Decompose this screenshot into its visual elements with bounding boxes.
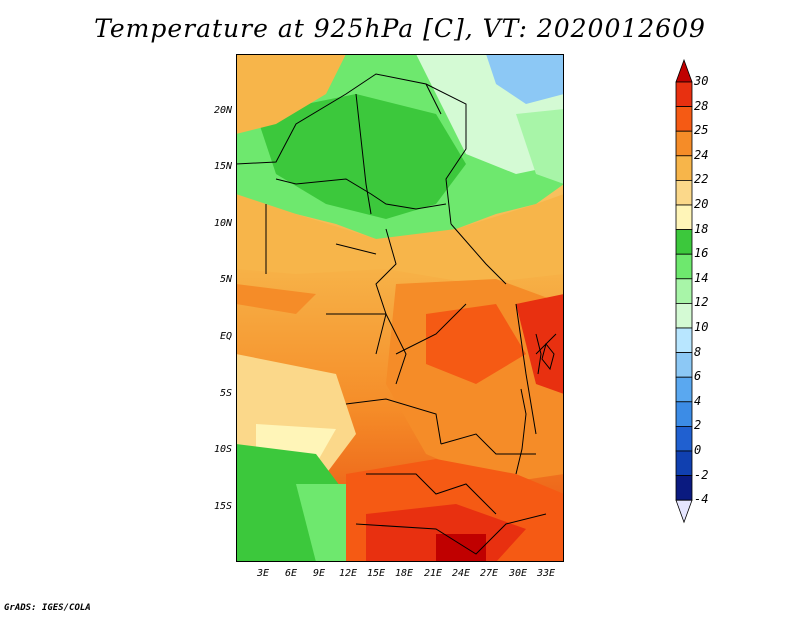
colorbar-segment [675,106,693,132]
colorbar-label: 0 [694,443,702,457]
colorbar-segment [675,401,693,427]
colorbar-label: 10 [694,320,709,334]
x-tick-label: 27E [479,568,499,579]
colorbar-segment [675,278,693,304]
y-tick-label: 10S [213,444,232,455]
colorbar-segment [675,130,693,157]
temperature-map [236,54,564,562]
colorbar [675,58,693,524]
colorbar-segment [675,499,693,524]
colorbar-label: 18 [694,221,709,236]
x-tick-label: 15E [366,568,386,579]
colorbar-segment [675,58,693,83]
colorbar-label: -4 [694,492,709,507]
colorbar-segment [675,450,693,477]
y-tick-label: 10N [213,218,232,229]
colorbar-segment [675,376,693,403]
credit-text: GrADS: IGES/COLA [4,603,91,613]
colorbar-segment [675,352,693,378]
colorbar-segment [675,475,693,501]
map-field [236,54,564,562]
colorbar-label: 14 [694,270,709,285]
x-tick-label: 9E [312,568,326,579]
colorbar-label: 16 [694,246,709,261]
y-tick-label: 15S [213,501,232,512]
y-tick-label: 5S [219,388,232,399]
colorbar-label: 22 [694,172,709,187]
x-tick-label: 33E [536,568,556,579]
colorbar-label: 20 [694,197,709,211]
colorbar-segment [675,81,693,108]
x-tick-label: 30E [508,568,528,579]
colorbar-segment [675,155,693,181]
colorbar-segment [675,327,693,354]
colorbar-label: 6 [694,369,702,384]
x-tick-label: 3E [256,568,270,579]
colorbar-segment [675,229,693,255]
y-tick-label: 15N [213,161,232,172]
colorbar-label: 8 [694,344,702,359]
colorbar-segment [675,253,693,280]
colorbar-segment [675,180,693,206]
colorbar-label: 4 [694,393,702,408]
colorbar-label: 2 [694,418,702,433]
colorbar-label: 25 [694,123,709,138]
x-tick-label: 24E [451,568,471,579]
x-tick-label: 18E [394,568,414,579]
colorbar-segment [675,302,693,329]
colorbar-label: 24 [694,147,709,162]
y-tick-label: 20N [213,105,232,116]
colorbar-segment [675,425,693,452]
colorbar-label: 30 [694,74,709,88]
colorbar-segment [675,204,693,231]
x-tick-label: 12E [338,568,358,579]
y-tick-label: 5N [219,274,232,285]
y-tick-label: EQ [219,331,232,342]
x-tick-label: 6E [284,568,298,579]
colorbar-label: -2 [694,467,709,482]
chart-title: Temperature at 925hPa [C], VT: 202001260… [94,14,706,43]
colorbar-label: 28 [694,98,709,113]
colorbar-label: 12 [694,295,709,310]
x-tick-label: 21E [423,568,443,579]
